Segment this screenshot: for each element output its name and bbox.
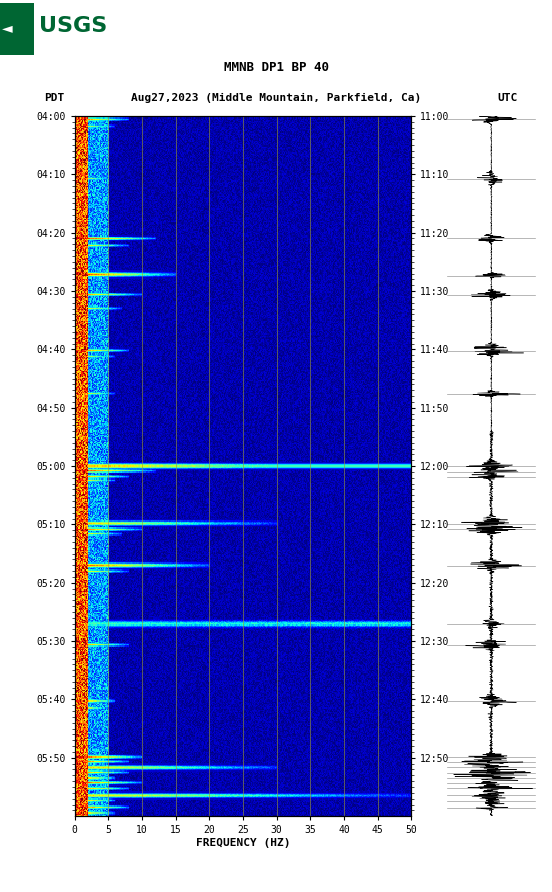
X-axis label: FREQUENCY (HZ): FREQUENCY (HZ): [195, 838, 290, 848]
Text: ◄: ◄: [2, 21, 13, 35]
Text: MMNB DP1 BP 40: MMNB DP1 BP 40: [224, 61, 328, 74]
Text: Aug27,2023 (Middle Mountain, Parkfield, Ca): Aug27,2023 (Middle Mountain, Parkfield, …: [131, 93, 421, 103]
Text: UTC: UTC: [498, 93, 518, 103]
Text: PDT: PDT: [44, 93, 65, 103]
Text: USGS: USGS: [39, 16, 107, 36]
Bar: [0, 3, 34, 55]
